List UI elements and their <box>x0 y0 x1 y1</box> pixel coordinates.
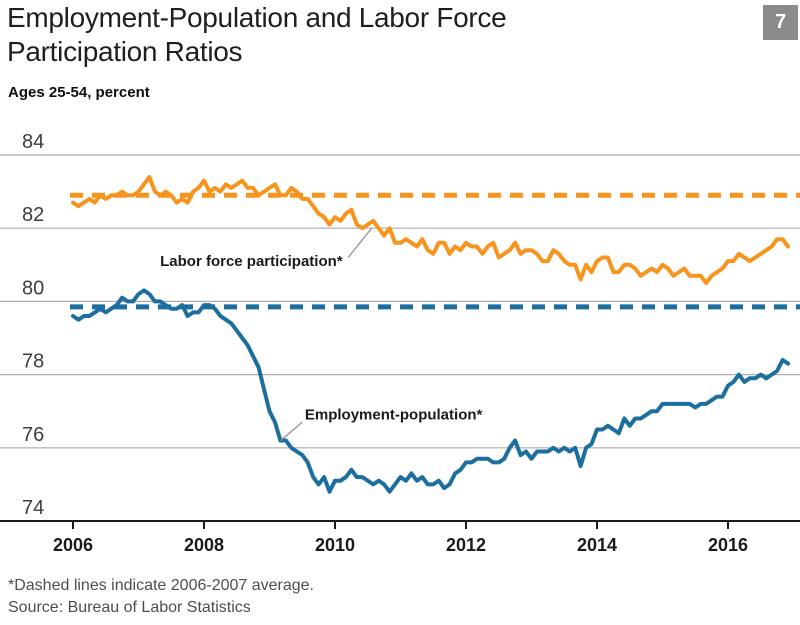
series-annotation-label: Labor force participation* <box>160 253 343 270</box>
source-footnote: Source: Bureau of Labor Statistics <box>8 599 251 616</box>
y-axis-tick-label: 82 <box>22 204 44 226</box>
line-chart: 74 76 78 80 82 84 2006 2008 2010 2012 2014 2016 Labo… <box>0 125 800 565</box>
chart-title: Employment-Population and Labor Force Par… <box>7 1 507 69</box>
chart-title-line1: Employment-Population and Labor Force <box>7 2 507 33</box>
chart-canvas: 74 76 78 80 82 84 2006 2008 2010 2012 2014 2016 Labo… <box>0 131 800 555</box>
y-axis-tick-label: 76 <box>22 424 44 446</box>
y-axis-tick-label: 78 <box>22 351 44 373</box>
x-axis-tick-label: 2008 <box>184 535 224 555</box>
chart-subtitle: Ages 25-54, percent <box>8 84 150 101</box>
dashed-lines-footnote: *Dashed lines indicate 2006-2007 average… <box>8 577 314 594</box>
x-axis-tick-label: 2014 <box>577 535 617 555</box>
x-axis-tick-label: 2006 <box>53 535 93 555</box>
annotation-callout-line <box>280 421 303 441</box>
chart-title-line2: Participation Ratios <box>7 36 243 67</box>
y-axis-tick-label: 80 <box>22 277 44 299</box>
y-axis-tick-label: 74 <box>22 497 44 519</box>
x-axis-tick-label: 2016 <box>708 535 748 555</box>
labor-force-participation-line <box>71 175 790 286</box>
employment-population-line <box>71 288 790 494</box>
annotation-callout-line <box>347 227 373 258</box>
figure-number-badge: 7 <box>763 5 798 40</box>
x-axis-tick-label: 2010 <box>315 535 355 555</box>
y-axis-tick-label: 84 <box>22 131 44 153</box>
series-annotation-label: Employment-population* <box>305 406 483 423</box>
x-axis-tick-label: 2012 <box>446 535 486 555</box>
